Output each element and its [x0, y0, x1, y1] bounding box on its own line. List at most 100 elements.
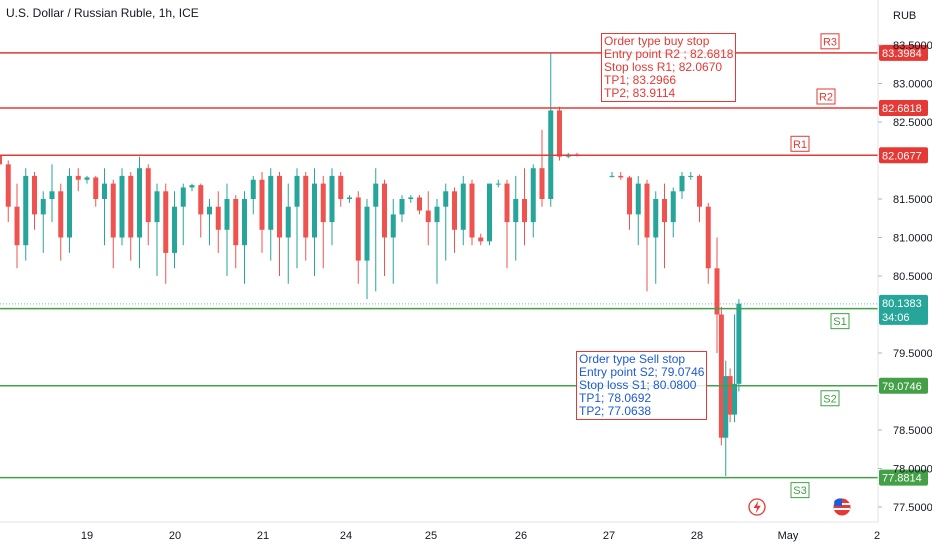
candle-body — [355, 197, 361, 261]
candle-body — [242, 199, 247, 246]
y-tick-label: 79.5000 — [893, 348, 932, 360]
level-label-box — [830, 313, 850, 330]
candle-body — [5, 164, 11, 207]
candle-body — [277, 175, 282, 238]
x-tick-label: 25 — [425, 530, 437, 542]
x-tick-label: 28 — [691, 530, 703, 542]
candle-body — [732, 383, 737, 415]
candle-body — [723, 376, 729, 438]
level-label-s3[interactable]: S3 — [790, 482, 810, 499]
candle-body — [49, 191, 55, 199]
candle-body — [417, 197, 422, 211]
candle-body — [390, 214, 396, 238]
price-tag-text: 82.6818 — [882, 103, 922, 115]
candle-body — [425, 210, 431, 223]
candle-body — [670, 191, 676, 223]
candle-body — [93, 177, 99, 199]
level-label-text: R1 — [793, 139, 807, 151]
current-price-tag: 80.1383 34:06 — [879, 294, 928, 325]
level-label-s2[interactable]: S2 — [820, 390, 840, 407]
x-tick-label: 24 — [340, 530, 352, 542]
level-label-text: S3 — [793, 485, 806, 497]
candle-body — [67, 175, 72, 238]
candle-body — [662, 199, 667, 223]
level-label-text: S2 — [823, 393, 836, 405]
candle-body — [163, 191, 169, 253]
candle-body — [460, 183, 466, 230]
annotation-line: TP2; 77.0638 — [579, 404, 652, 418]
candle-body — [408, 197, 414, 199]
icons — [748, 498, 851, 516]
candle-body — [233, 199, 239, 246]
y-tick-label: 81.5000 — [893, 194, 932, 206]
price-tag-bg — [879, 100, 928, 117]
candle-body — [207, 206, 212, 215]
annotation-line: TP2; 83.9114 — [604, 86, 676, 100]
y-axis: RUB 77.5000 78.0000 78.5000 79.5000 80.5000 81… — [877, 0, 932, 522]
level-label-text: R2 — [819, 92, 833, 104]
annotation-line: TP1; 78.0692 — [579, 391, 652, 405]
candle-body — [23, 175, 29, 246]
candle-body — [119, 175, 125, 238]
level-label-s1[interactable]: S1 — [830, 313, 850, 330]
candle-body — [530, 168, 536, 223]
level-label-text: R3 — [823, 36, 837, 48]
level-label-box — [790, 482, 810, 499]
candle-body — [58, 191, 64, 238]
candle-body — [215, 206, 221, 230]
y-tick-label: 81.0000 — [893, 233, 932, 245]
candle-body — [172, 206, 177, 253]
sell-stop-annotation: Order type Sell stop Entry point S2; 79.… — [576, 351, 708, 420]
price-tag-text: 77.8814 — [882, 473, 922, 485]
candle-body — [137, 168, 142, 238]
level-price-tag-s3: 77.8814 — [879, 469, 928, 486]
candle-body — [75, 175, 81, 180]
level-label-r2[interactable]: R2 — [816, 88, 836, 105]
level-price-tag-r1: 82.0677 — [879, 147, 928, 164]
candle-body — [110, 183, 116, 238]
level-label-r1[interactable]: R1 — [790, 135, 810, 152]
candle-body — [303, 175, 309, 238]
level-label-box — [790, 135, 810, 152]
current-price-text: 80.1383 — [882, 298, 922, 310]
candle-body — [364, 206, 370, 261]
y-tick-label: 83.5000 — [893, 40, 932, 52]
x-tick-label: 21 — [257, 530, 269, 542]
candle-body — [522, 199, 527, 223]
price-tag-bg — [879, 44, 928, 61]
level-label-r3[interactable]: R3 — [820, 33, 840, 50]
candle-body — [180, 187, 186, 207]
price-tag-text: 82.0677 — [882, 150, 922, 162]
annotation-line: Entry point R2 ; 82.6818 — [604, 47, 734, 61]
x-tick-label: 20 — [169, 530, 181, 542]
price-tag-bg — [879, 469, 928, 486]
candle-body — [347, 197, 352, 199]
lightning-icon[interactable] — [748, 498, 766, 516]
candle-body — [688, 175, 694, 177]
y-tick-label: 78.5000 — [893, 425, 932, 437]
level-label-box — [816, 88, 836, 105]
candle-body — [478, 237, 484, 242]
countdown-text: 34:06 — [882, 312, 910, 324]
candle-body — [539, 168, 545, 199]
price-tag-text: 79.0746 — [882, 381, 922, 393]
candle-body — [198, 185, 204, 215]
candle-body — [294, 175, 300, 207]
candle-body — [399, 199, 405, 215]
us-flag-icon[interactable] — [833, 498, 851, 516]
annotation-line: TP1; 83.2966 — [604, 73, 677, 87]
candle-body — [504, 183, 510, 223]
candle-body — [154, 191, 160, 223]
x-tick-label: 27 — [603, 530, 615, 542]
candle-body — [609, 175, 615, 177]
candle-body — [373, 183, 379, 207]
candle-body — [644, 183, 650, 238]
candle-body — [40, 199, 46, 215]
candle-body — [329, 175, 335, 223]
y-tick-label: 80.5000 — [893, 271, 932, 283]
candle-body — [259, 179, 265, 230]
level-label-box — [820, 390, 840, 407]
x-axis: 19 20 21 24 25 26 27 28 May 2 — [0, 521, 880, 542]
candle-body — [487, 183, 492, 242]
